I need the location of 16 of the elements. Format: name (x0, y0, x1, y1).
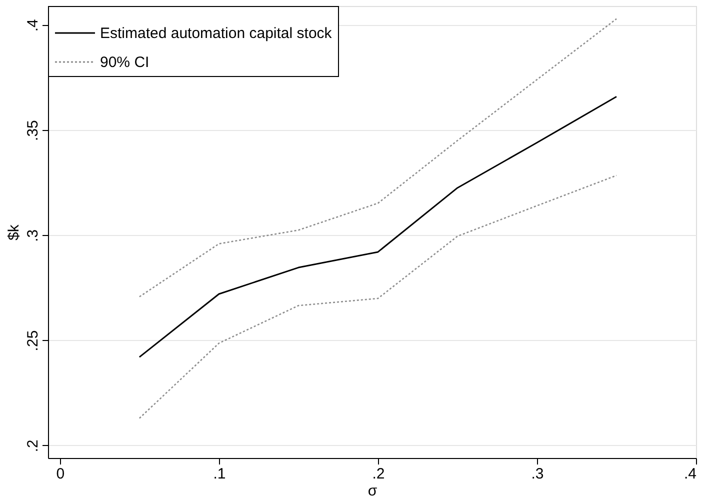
x-tick-label: .4 (684, 466, 696, 482)
line-series (138, 174, 618, 419)
legend-label: 90% CI (100, 54, 150, 71)
x-tick-label: .3 (531, 466, 544, 482)
y-axis-title: $k (6, 224, 22, 240)
x-axis-title: σ (368, 482, 378, 500)
x-tick-label: 0 (56, 466, 65, 482)
y-tick-label: .2 (24, 440, 42, 452)
line-series (138, 96, 618, 358)
y-tick-label: .4 (24, 19, 42, 32)
legend-label: Estimated automation capital stock (100, 25, 332, 42)
y-tick-label: .3 (24, 229, 42, 242)
x-tick-label: .2 (372, 466, 385, 482)
x-tick-label: .1 (213, 466, 226, 482)
y-tick-label: .35 (24, 120, 42, 141)
y-tick-label: .25 (24, 330, 42, 352)
